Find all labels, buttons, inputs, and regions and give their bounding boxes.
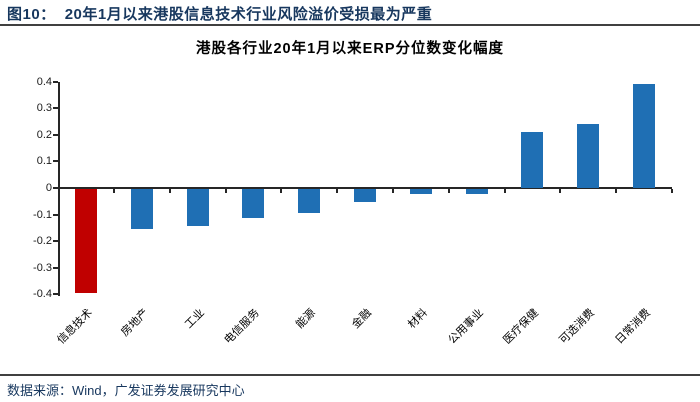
x-axis-tick [336, 189, 339, 193]
y-axis-tick-label: -0.1 [33, 208, 52, 221]
x-axis-tick [503, 189, 506, 193]
bar-1 [75, 189, 97, 293]
y-axis-tick-label: -0.4 [33, 288, 52, 301]
figure-header: 图10： 20年1月以来港股信息技术行业风险溢价受损最为严重 [7, 3, 432, 24]
bar-7 [409, 189, 432, 195]
x-axis-tick [112, 189, 115, 193]
x-axis-tick [224, 189, 227, 193]
y-axis-tick-label: 0.1 [36, 155, 52, 168]
y-axis-tick-label: -0.3 [33, 261, 52, 274]
y-axis-tick-label: 0.2 [36, 128, 52, 141]
y-axis-tick [53, 240, 58, 243]
header-divider [0, 24, 700, 26]
bar-11 [633, 84, 655, 188]
data-source: 数据来源：Wind，广发证券发展研究中心 [7, 383, 245, 398]
x-axis-tick [391, 189, 394, 193]
y-axis-tick [53, 133, 58, 136]
x-axis-tick [168, 189, 171, 193]
y-axis-tick-label: 0.4 [36, 75, 52, 88]
bar-8 [465, 189, 488, 195]
y-axis-tick [53, 187, 58, 189]
figure-title: 20年1月以来港股信息技术行业风险溢价受损最为严重 [64, 6, 433, 23]
y-axis-tick [53, 213, 58, 216]
figure-number: 图10： [7, 6, 56, 23]
x-axis-tick [280, 189, 283, 193]
y-axis-tick [53, 80, 58, 83]
x-axis-tick [615, 189, 618, 193]
bar-5 [298, 189, 321, 213]
y-axis-tick [53, 107, 58, 110]
y-axis-tick-label: 0 [45, 182, 52, 194]
x-axis-tick [447, 189, 450, 193]
y-axis-tick-label: 0.3 [36, 102, 52, 115]
bar-10 [577, 124, 600, 188]
chart-title: 港股各行业20年1月以来ERP分位数变化幅度 [195, 41, 504, 57]
footer-divider [0, 374, 700, 376]
y-axis-tick [53, 266, 58, 269]
x-axis-tick [670, 189, 673, 193]
y-axis-tick-label: -0.2 [33, 235, 52, 248]
bar-6 [354, 189, 376, 203]
y-axis-tick [53, 293, 58, 296]
bar-2 [130, 189, 153, 229]
bar-4 [242, 189, 265, 219]
bar-3 [186, 189, 209, 227]
bar-9 [521, 132, 544, 188]
x-axis-line [59, 187, 672, 189]
y-axis-tick [53, 160, 58, 163]
x-axis-tick [559, 189, 562, 193]
